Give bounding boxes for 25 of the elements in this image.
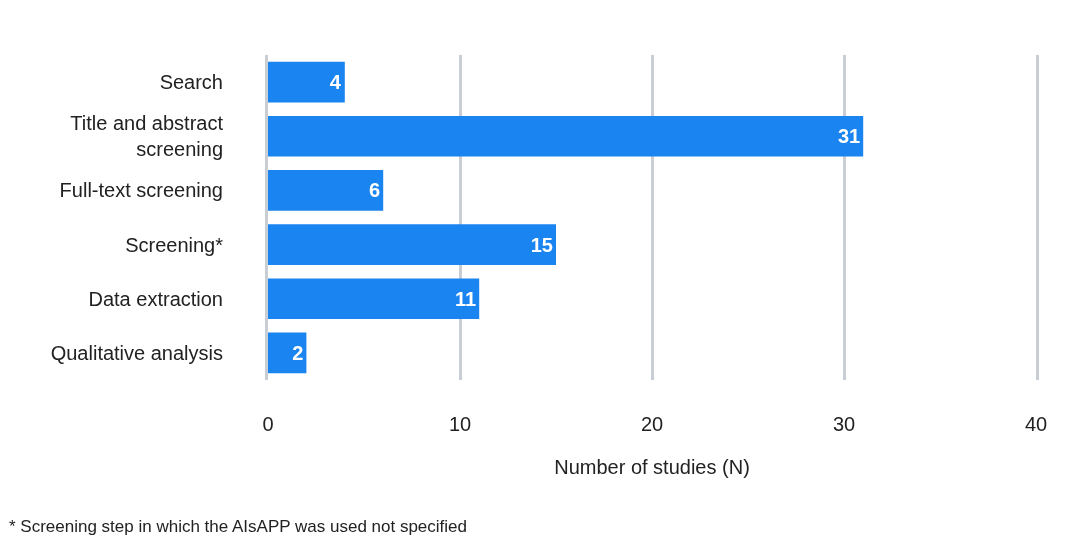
y-tick-label: Title and abstract screening	[70, 112, 224, 161]
text: * Screening step in which the AIsAPP was used not specified	[9, 517, 468, 536]
data-label: 15	[530, 233, 553, 256]
data-label: 2	[292, 341, 304, 364]
bar	[268, 61, 345, 103]
x-tick-label: 40	[1024, 413, 1048, 435]
bar	[268, 115, 864, 157]
y-tick-label: Search	[159, 71, 223, 94]
data-label: 11	[455, 287, 477, 310]
bar	[268, 170, 384, 211]
data-label: 6	[369, 179, 381, 202]
y-tick-label: Full-text screening	[59, 179, 223, 202]
x-tick-label: 20	[640, 413, 664, 435]
data-label: 4	[329, 71, 342, 94]
x-tick-label: 0	[262, 413, 274, 435]
bar	[268, 224, 556, 265]
x-tick-label: 30	[832, 413, 856, 435]
bar	[268, 278, 480, 320]
x-axis-title: Number of studies (N)	[554, 455, 750, 478]
y-tick-label: Screening*	[125, 233, 224, 256]
y-tick-label: Data extraction	[88, 287, 223, 310]
x-tick-label: 10	[448, 413, 472, 435]
y-tick-label: Qualitative analysis	[50, 341, 223, 364]
bar	[268, 332, 307, 374]
data-label: 31	[837, 125, 861, 148]
